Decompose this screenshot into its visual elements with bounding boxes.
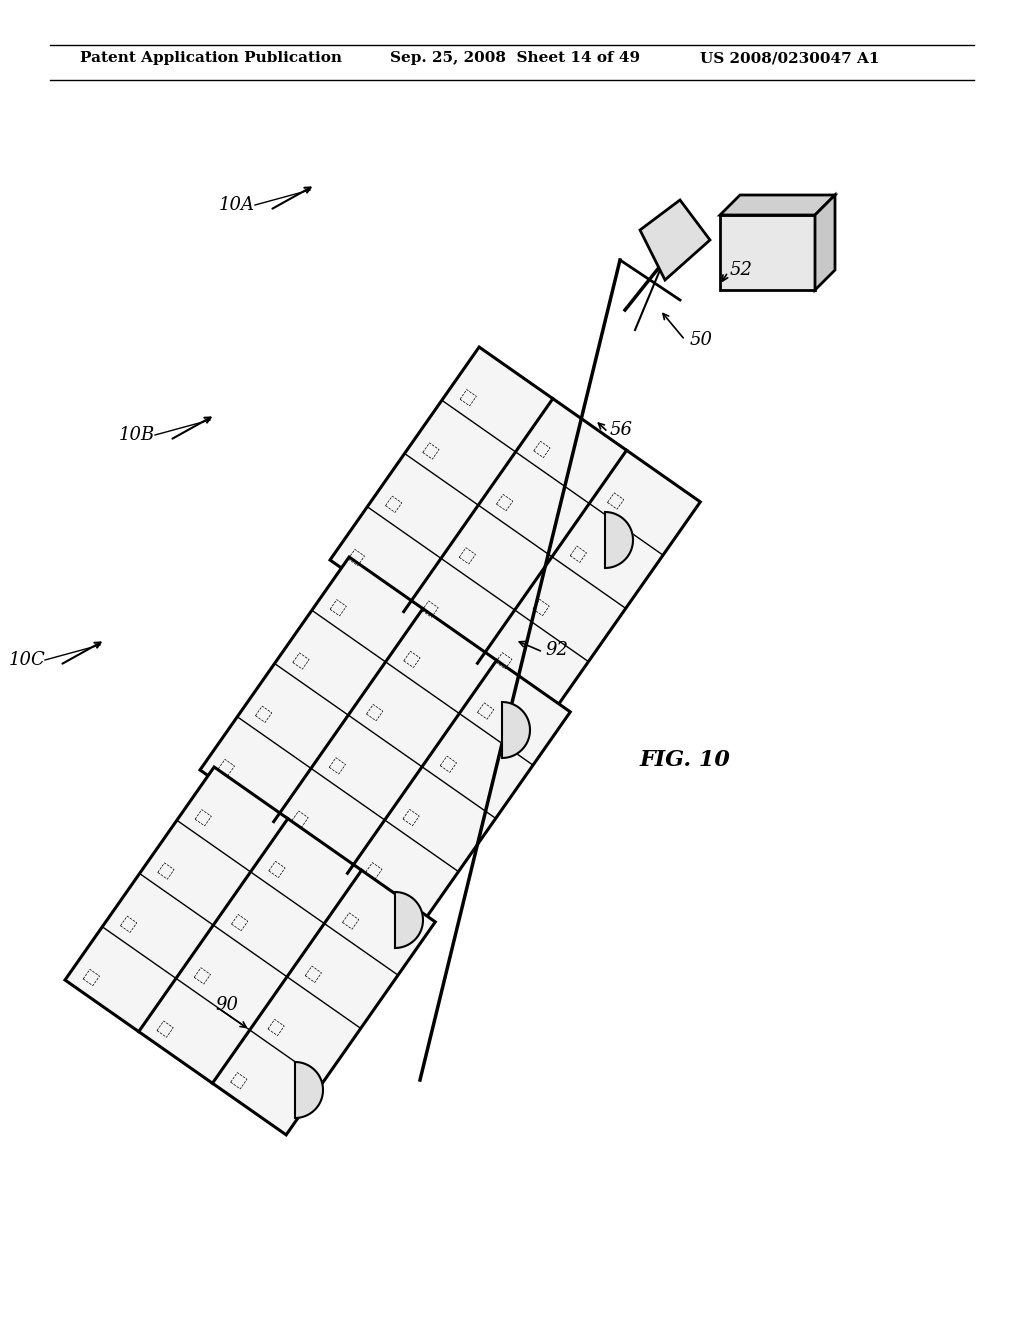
Text: 10B: 10B xyxy=(119,426,155,444)
Text: 52: 52 xyxy=(730,261,753,279)
Text: US 2008/0230047 A1: US 2008/0230047 A1 xyxy=(700,51,880,65)
Text: 56: 56 xyxy=(610,421,633,440)
Text: Sep. 25, 2008  Sheet 14 of 49: Sep. 25, 2008 Sheet 14 of 49 xyxy=(390,51,640,65)
Polygon shape xyxy=(815,195,835,290)
Polygon shape xyxy=(640,201,710,280)
FancyBboxPatch shape xyxy=(720,215,815,290)
Text: FIG. 10: FIG. 10 xyxy=(640,748,731,771)
Polygon shape xyxy=(395,892,423,948)
Text: 50: 50 xyxy=(690,331,713,348)
Polygon shape xyxy=(605,512,633,568)
Polygon shape xyxy=(65,767,435,1135)
Polygon shape xyxy=(330,347,700,715)
Polygon shape xyxy=(295,1063,323,1118)
Polygon shape xyxy=(502,702,530,758)
Polygon shape xyxy=(720,195,835,215)
Polygon shape xyxy=(200,557,570,925)
Text: Patent Application Publication: Patent Application Publication xyxy=(80,51,342,65)
Text: 90: 90 xyxy=(215,997,238,1014)
Text: 10C: 10C xyxy=(8,651,45,669)
Text: 10A: 10A xyxy=(219,195,255,214)
Text: 92: 92 xyxy=(545,642,568,659)
